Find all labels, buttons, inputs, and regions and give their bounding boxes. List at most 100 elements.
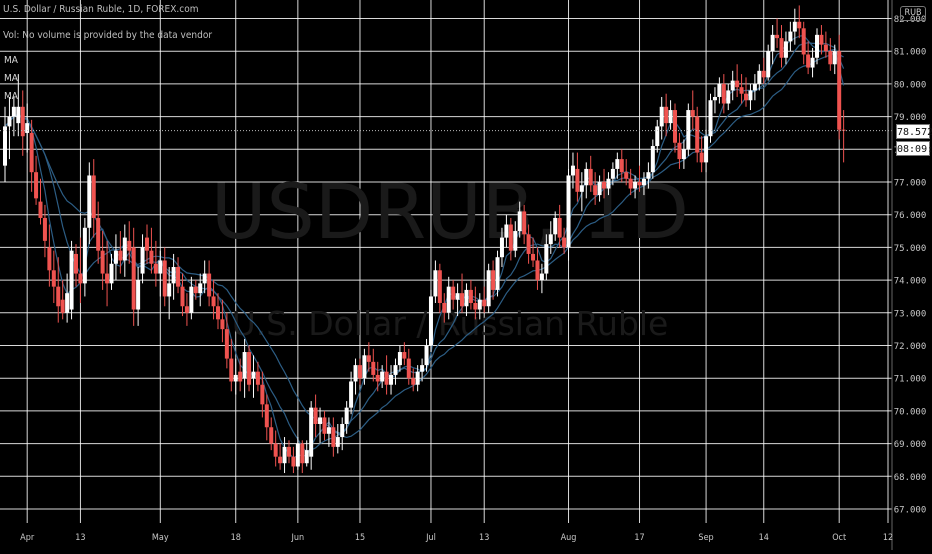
candle-body <box>428 296 433 346</box>
candle-body <box>455 293 460 300</box>
time-axis[interactable]: Apr 13 May 18 Jun 15 Jul 13 Aug 17 Sep 14 Oct 12 <box>20 533 893 543</box>
candle-body <box>251 371 256 379</box>
candle-body <box>575 168 580 192</box>
price-tick-label: 68.000 <box>894 473 927 483</box>
ma-label-1[interactable]: MA <box>4 55 18 66</box>
candle-body <box>748 90 753 101</box>
candle-body <box>553 217 558 235</box>
ma-line-3 <box>4 52 844 439</box>
candle-body <box>517 211 522 232</box>
price-tick-label: 80.000 <box>894 80 927 90</box>
candle-body <box>593 185 598 196</box>
candle-body <box>730 80 735 91</box>
candle-body <box>384 371 389 385</box>
candle-body <box>291 456 296 467</box>
candle-body <box>588 168 593 186</box>
candle-body <box>260 384 265 405</box>
candle-body <box>198 283 203 294</box>
candle-body <box>238 371 243 382</box>
candle-body <box>127 240 132 251</box>
candle-body <box>29 132 34 173</box>
candle-body <box>544 244 549 274</box>
time-tick-label: Sep <box>698 533 713 543</box>
candle-body <box>557 217 562 238</box>
ma-label-2[interactable]: MA <box>4 73 18 84</box>
candle-body <box>371 361 376 375</box>
candle-body <box>650 146 655 173</box>
price-tick-label: 79.000 <box>894 113 927 123</box>
candle-body <box>491 270 496 290</box>
candle-body <box>153 263 158 274</box>
time-tick-label: 14 <box>759 533 769 543</box>
candle-body <box>20 106 25 137</box>
time-tick-label: Jun <box>291 533 305 543</box>
candle-body <box>349 381 354 408</box>
candle-body <box>335 437 340 447</box>
candle-body <box>176 267 181 287</box>
candle-body <box>380 371 385 382</box>
candle-body <box>779 38 784 58</box>
candle-body <box>180 286 185 307</box>
bar-countdown: 08:09:24 <box>896 140 932 156</box>
candle-body <box>566 175 571 248</box>
candle-body <box>273 443 278 457</box>
candle-body <box>708 100 713 137</box>
time-tick-label: 18 <box>231 533 241 543</box>
candle-body <box>828 51 833 65</box>
price-tick-label: 72.000 <box>894 342 927 352</box>
candle-body <box>38 201 43 218</box>
candle-body <box>659 106 664 127</box>
candle-body <box>628 178 633 189</box>
candle-body <box>735 80 740 88</box>
candle-body <box>806 54 811 68</box>
candle-body <box>420 365 425 372</box>
candle-body <box>495 257 500 290</box>
candle-body <box>149 250 154 264</box>
candle-body <box>655 126 660 147</box>
candle-body <box>340 423 345 438</box>
candle-body <box>739 87 744 94</box>
candle-body <box>136 280 141 310</box>
candle-body <box>375 374 380 382</box>
candle-body <box>499 237 504 258</box>
price-axis[interactable]: 67.000 68.000 69.000 70.000 71.000 72.000 73.0… <box>891 0 927 550</box>
candle-body <box>357 365 362 379</box>
time-tick-label: Aug <box>561 533 577 543</box>
candle-body <box>624 172 629 179</box>
candle-body <box>797 21 802 29</box>
candle-body <box>286 446 291 457</box>
candle-body <box>189 286 194 313</box>
candle-body <box>105 273 110 284</box>
candle-body <box>522 211 527 235</box>
candle-body <box>211 296 216 307</box>
candle-body <box>113 250 118 264</box>
candle-body <box>415 371 420 385</box>
currency-badge[interactable]: RUB <box>900 6 926 21</box>
candle-body <box>744 93 749 101</box>
candle-body <box>801 28 806 55</box>
candle-body <box>548 234 553 245</box>
candle-body <box>140 247 145 274</box>
candle-body <box>16 106 21 124</box>
candle-body <box>278 456 283 464</box>
price-tick-label: 76.000 <box>894 211 927 221</box>
candle-body <box>437 270 442 303</box>
candle-body <box>322 417 327 434</box>
candle-body <box>757 70 762 84</box>
time-tick-label: 13 <box>479 533 489 543</box>
candle-body <box>220 319 225 330</box>
time-tick-label: 17 <box>634 533 644 543</box>
candle-body <box>562 237 567 248</box>
candle-body <box>717 83 722 97</box>
candle-body <box>233 374 238 382</box>
candle-body <box>641 178 646 186</box>
price-tick-label: 74.000 <box>894 277 927 287</box>
candle-body <box>184 306 189 313</box>
candle-body <box>411 378 416 385</box>
candle-body <box>309 407 314 457</box>
candle-body <box>202 273 207 284</box>
candle-body <box>264 404 269 428</box>
candle-body <box>167 283 172 297</box>
candle-body <box>602 182 607 189</box>
ma-label-3[interactable]: MA <box>4 91 18 102</box>
